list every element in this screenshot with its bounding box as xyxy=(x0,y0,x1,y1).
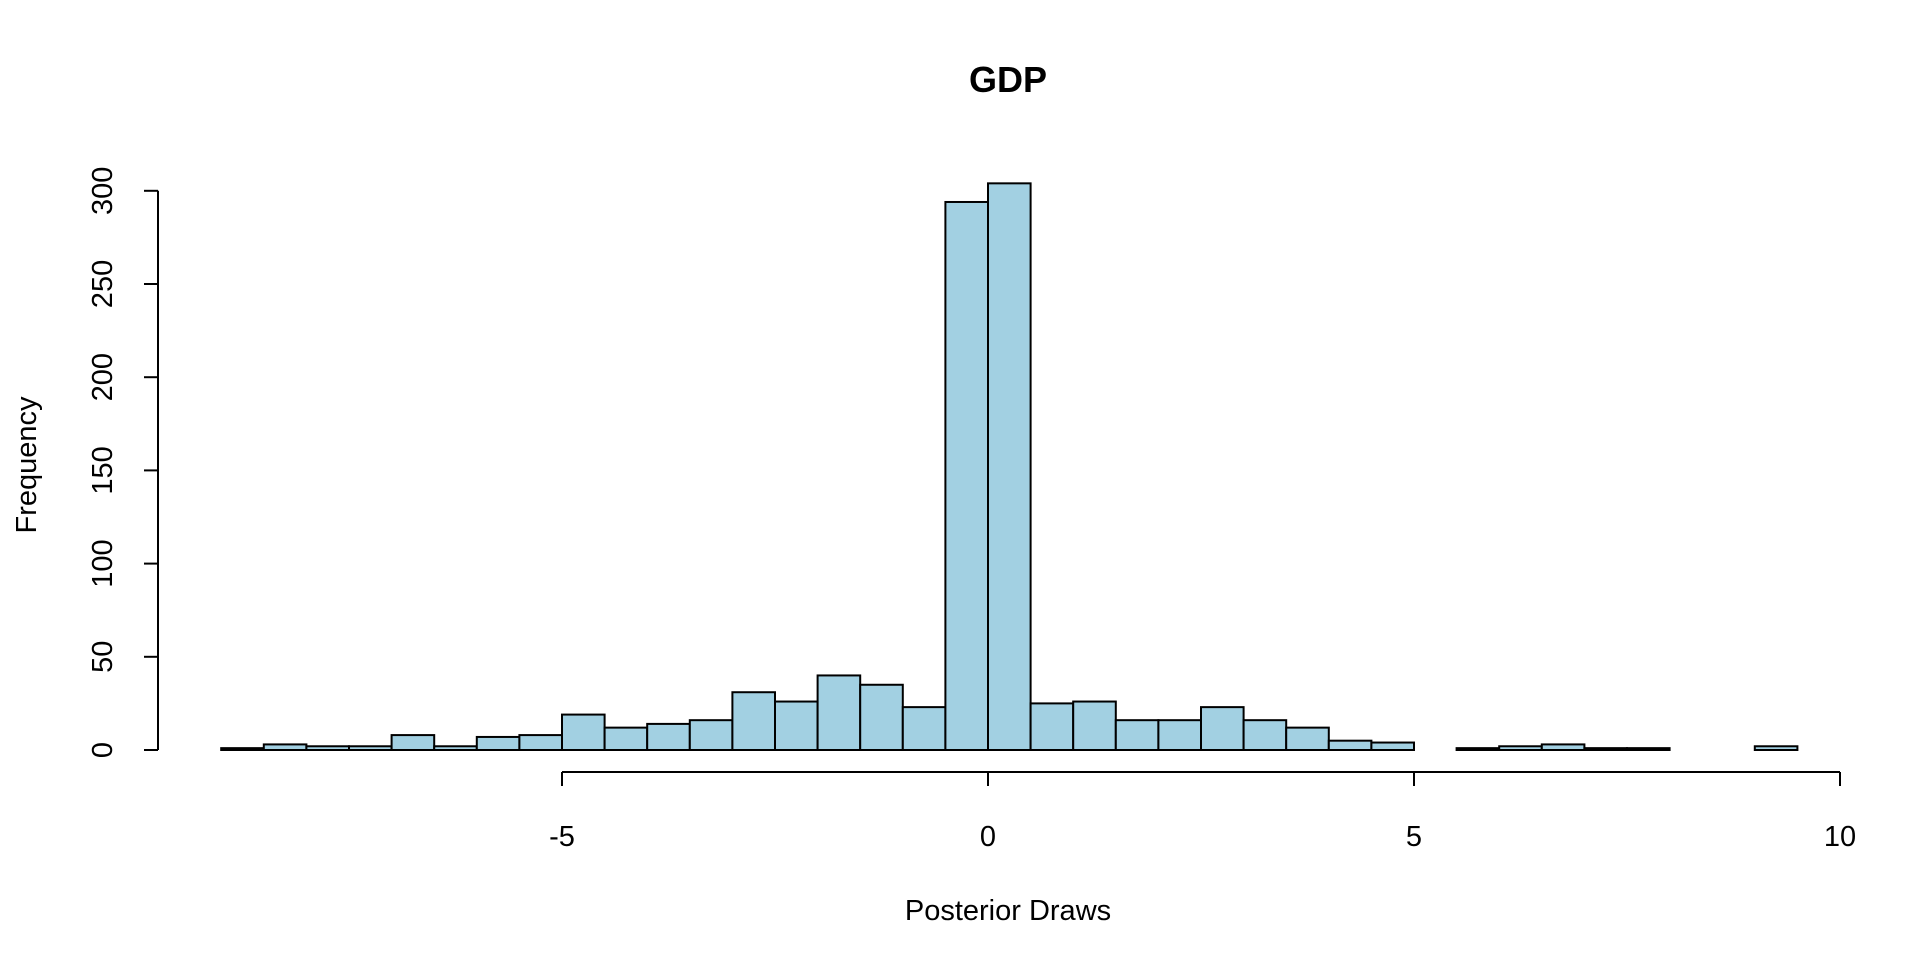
histogram-bar xyxy=(1072,700,1117,751)
chart-title: GDP xyxy=(969,59,1047,100)
histogram-bar xyxy=(305,745,350,752)
histogram-bar xyxy=(1370,741,1416,751)
y-tick-label: 200 xyxy=(87,353,119,401)
histogram-bar xyxy=(901,706,947,752)
histogram-bar xyxy=(1157,719,1203,751)
histogram-bar xyxy=(1498,745,1543,752)
histogram-bar xyxy=(475,735,521,752)
histogram-bar xyxy=(433,745,478,752)
y-tick-label: 150 xyxy=(87,446,119,494)
histogram-bar xyxy=(1753,745,1799,752)
histogram-bar xyxy=(1583,747,1629,752)
histogram-bar xyxy=(987,182,1032,751)
x-tick-label: 10 xyxy=(1824,821,1856,853)
histogram-bar xyxy=(774,700,819,751)
histogram-bar xyxy=(816,674,862,751)
histogram-bar xyxy=(1029,702,1075,752)
y-tick-label: 300 xyxy=(87,167,119,215)
histogram-bar xyxy=(1455,747,1501,752)
histogram-bar xyxy=(1285,726,1330,752)
histogram-bar xyxy=(561,713,606,752)
x-axis-ticks: -5 0 5 10 xyxy=(549,772,1856,853)
x-tick-label: 0 xyxy=(980,821,996,853)
histogram-bar xyxy=(1540,743,1586,751)
histogram-bar xyxy=(731,691,777,751)
y-tick-label: 250 xyxy=(87,260,119,308)
histogram-bar xyxy=(1626,747,1671,752)
histogram-bar xyxy=(1200,706,1245,752)
histogram-bar xyxy=(688,719,734,751)
histogram-bar xyxy=(1114,719,1160,751)
y-tick-label: 0 xyxy=(87,742,119,758)
histogram-bar xyxy=(262,743,308,751)
histogram-bar xyxy=(859,683,904,752)
histogram-bar xyxy=(1242,719,1288,751)
histogram-bar xyxy=(1327,739,1373,751)
y-tick-label: 50 xyxy=(87,641,119,673)
x-tick-label: -5 xyxy=(549,821,575,853)
histogram-bar xyxy=(518,734,564,752)
histogram-bar xyxy=(220,747,265,752)
histogram-bar xyxy=(390,734,436,752)
x-axis-label: Posterior Draws xyxy=(905,895,1111,927)
y-axis-label: Frequency xyxy=(11,396,43,534)
y-tick-label: 100 xyxy=(87,539,119,587)
histogram-bar xyxy=(944,200,990,752)
y-axis-ticks: 0 50 100 150 200 250 300 xyxy=(87,167,158,758)
histogram-bar xyxy=(646,722,691,752)
histogram-bar xyxy=(348,745,393,752)
x-tick-label: 5 xyxy=(1406,821,1422,853)
bars-group xyxy=(220,182,1799,752)
histogram-bar xyxy=(603,726,649,752)
